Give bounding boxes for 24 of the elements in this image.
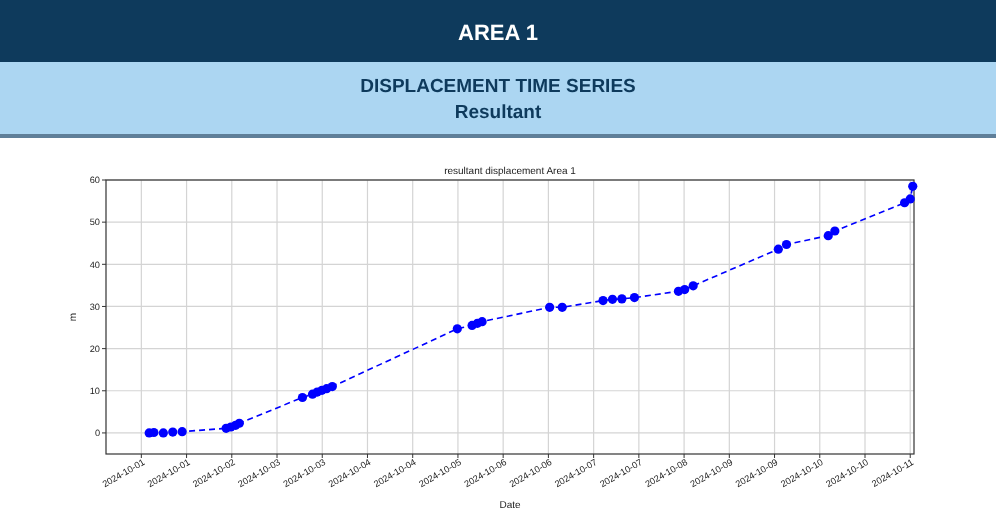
point xyxy=(158,428,168,438)
text: AREA 1 xyxy=(458,22,538,46)
point xyxy=(908,181,918,191)
point xyxy=(177,427,187,437)
point xyxy=(607,294,618,304)
point xyxy=(598,295,608,306)
point xyxy=(545,302,555,312)
point xyxy=(168,427,178,437)
point xyxy=(557,302,567,312)
text: DISPLACEMENT TIME SERIES xyxy=(360,76,636,98)
point xyxy=(905,194,915,204)
point xyxy=(823,231,833,241)
point xyxy=(477,317,487,327)
point xyxy=(680,285,690,295)
point xyxy=(452,324,462,334)
point xyxy=(617,294,627,304)
point xyxy=(781,239,792,250)
point xyxy=(773,244,783,254)
point xyxy=(297,392,308,403)
point xyxy=(830,226,840,236)
text: Resultant xyxy=(454,102,543,124)
point xyxy=(327,381,337,392)
point xyxy=(688,281,698,291)
point xyxy=(629,293,640,303)
